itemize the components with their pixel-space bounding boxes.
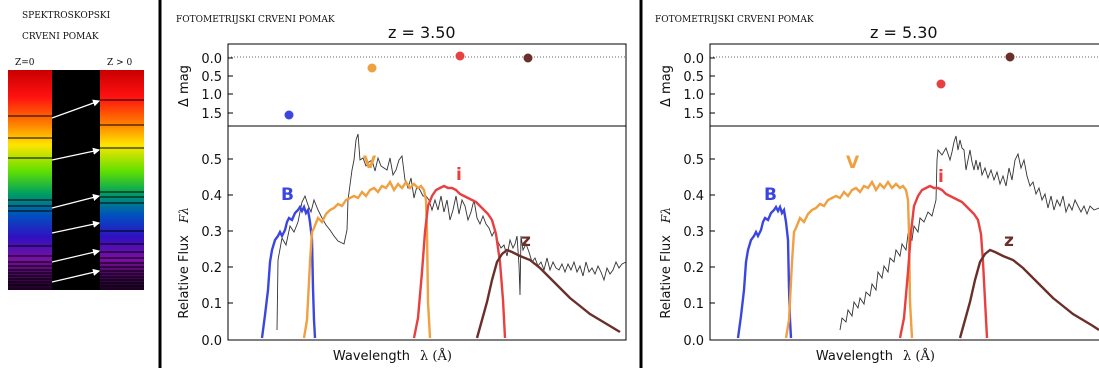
dmag-point-z: [1005, 52, 1015, 62]
flux-axis-text: Relative Flux: [659, 235, 674, 319]
band-label-v: V: [846, 153, 860, 173]
flux-axes: [709, 125, 1099, 341]
dmag-tick-label: 1.0: [201, 88, 222, 103]
flux-tick-label: 0.3: [201, 225, 222, 240]
redshift-arrow: [51, 248, 101, 263]
flux-tick-label: 0.2: [201, 261, 222, 276]
band-label-v: V: [363, 153, 377, 173]
spectrum-line: [839, 135, 1099, 331]
flux-tick-label: 0.0: [683, 334, 704, 349]
flux-tick-label: 0.0: [201, 334, 222, 349]
label-z-positive: Z > 0: [107, 58, 133, 68]
flux-tick-label: 0.5: [201, 153, 222, 168]
bandpass-z: [475, 248, 621, 339]
photometric-panel-z530: FOTOMETRIJSKI CRVENI POMAK z = 5.30 0.00…: [655, 15, 1099, 364]
dmag-axis-label: Δ mag: [177, 65, 192, 107]
spectrum-gap: [52, 70, 100, 290]
wavelength-axis-symbol: λ (Å): [420, 348, 452, 364]
flux-tick-label: 0.3: [683, 225, 704, 240]
spectrum-strip-shifted: [100, 70, 144, 290]
redshift-label: z = 5.30: [870, 23, 938, 42]
flux-tick-label: 0.5: [683, 153, 704, 168]
absorption-lines-shifted: [100, 99, 144, 287]
band-label-z: z: [521, 231, 531, 251]
dmag-tick-label: 1.0: [683, 88, 704, 103]
flux-ticks: 0.0 0.1 0.2 0.3 0.4 0.5: [683, 153, 715, 349]
flux-axis-text: Relative Flux: [177, 235, 192, 319]
dmag-tick-label: 1.5: [683, 107, 704, 122]
redshift-arrow: [51, 99, 101, 119]
spectroscopic-panel: SPEKTROSKOPSKI CRVENI POMAK Z=0 Z > 0: [8, 11, 144, 290]
flux-axis-label: Relative Flux Fλ: [659, 207, 674, 319]
band-label-i: i: [938, 167, 944, 187]
absorption-lines-rest: [8, 115, 52, 286]
spectrum-strip-rest: [8, 70, 52, 290]
redshift-label: z = 3.50: [388, 23, 456, 42]
redshift-arrow: [51, 220, 101, 234]
flux-axis-label: Relative Flux Fλ: [177, 207, 192, 319]
flux-tick-label: 0.4: [683, 189, 704, 204]
dmag-tick-label: 0.5: [201, 70, 222, 85]
redshift-arrow: [51, 147, 101, 161]
dmag-point-z: [523, 53, 533, 63]
redshift-arrow: [51, 193, 101, 209]
redshift-arrow: [51, 268, 101, 283]
dmag-tick-label: 1.5: [201, 107, 222, 122]
bandpass-z: [958, 248, 1099, 339]
bandpass-v: [784, 179, 914, 339]
dmag-tick-label: 0.0: [201, 52, 222, 67]
dmag-ticks: 0.0 0.5 1.0 1.5: [201, 52, 233, 122]
flux-tick-label: 0.2: [683, 261, 704, 276]
bandpass-b: [260, 203, 317, 339]
flux-tick-label: 0.4: [201, 189, 222, 204]
wavelength-axis-label: Wavelength: [333, 349, 410, 364]
flux-axes: [227, 125, 627, 341]
dmag-tick-label: 0.5: [683, 70, 704, 85]
band-label-b: B: [764, 185, 777, 205]
dmag-point-v: [367, 63, 377, 73]
flux-tick-label: 0.1: [201, 297, 222, 312]
flux-axis-symbol: Fλ: [177, 207, 191, 224]
band-label-i: i: [456, 165, 462, 185]
band-label-b: B: [281, 185, 294, 205]
photometric-panel-z350: FOTOMETRIJSKI CRVENI POMAK z = 3.50 0.00…: [176, 15, 627, 364]
flux-tick-label: 0.1: [683, 297, 704, 312]
dmag-point-i: [455, 51, 465, 61]
bandpass-i: [412, 184, 507, 339]
dmag-axis-label: Δ mag: [659, 65, 674, 107]
redshift-arrows: [51, 99, 101, 283]
label-z-zero: Z=0: [15, 58, 35, 68]
panel-heading: FOTOMETRIJSKI CRVENI POMAK: [176, 15, 335, 25]
dmag-point-i: [936, 79, 946, 89]
wavelength-axis-symbol: λ (Å): [903, 348, 935, 364]
spectro-title-line2: CRVENI POMAK: [22, 32, 99, 42]
spectrum-line: [276, 133, 627, 331]
dmag-ticks: 0.0 0.5 1.0 1.5: [683, 52, 715, 122]
bandpass-v: [302, 179, 432, 339]
dmag-axes: [709, 43, 1099, 127]
wavelength-axis-label: Wavelength: [816, 349, 893, 364]
spectro-title-line1: SPEKTROSKOPSKI: [22, 11, 111, 21]
bandpass-i: [898, 184, 989, 339]
panel-heading: FOTOMETRIJSKI CRVENI POMAK: [655, 15, 814, 25]
band-label-z: z: [1004, 231, 1014, 251]
flux-axis-symbol: Fλ: [659, 207, 673, 224]
dmag-point-b: [284, 110, 294, 120]
flux-ticks: 0.0 0.1 0.2 0.3 0.4 0.5: [201, 153, 233, 349]
dmag-tick-label: 0.0: [683, 52, 704, 67]
bandpass-b: [736, 203, 793, 339]
